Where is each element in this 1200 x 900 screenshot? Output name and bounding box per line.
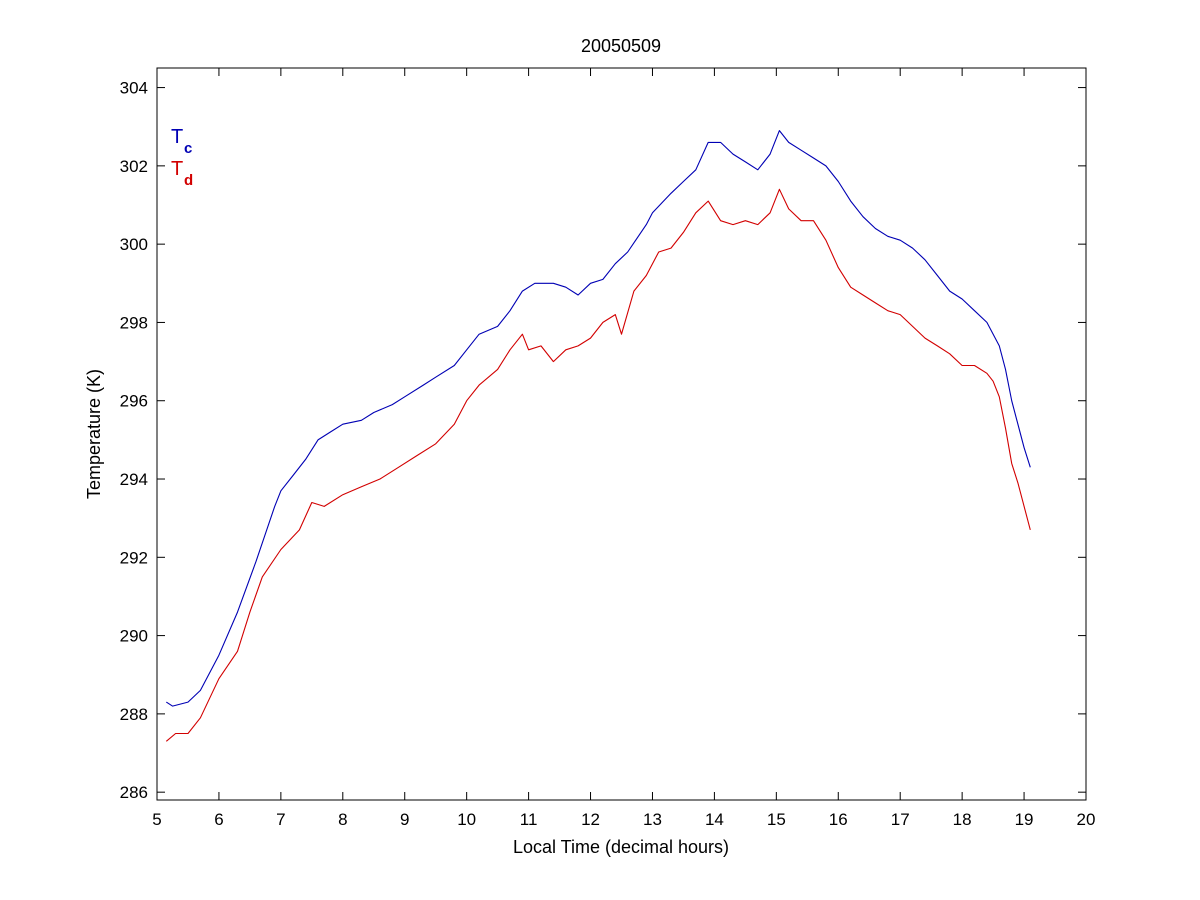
- x-tick-label: 5: [152, 810, 161, 829]
- series-line-tc: [166, 130, 1031, 707]
- series-line-td: [165, 188, 1031, 742]
- x-tick-label: 18: [953, 810, 972, 829]
- legend-subscript-td: d: [184, 172, 193, 189]
- legend-label-tc: T: [171, 126, 183, 148]
- x-tick-label: 11: [520, 810, 538, 829]
- plot-area-frame: [156, 67, 1087, 801]
- y-tick-label: 296: [120, 392, 148, 411]
- x-tick-label: 8: [338, 810, 347, 829]
- x-tick-label: 12: [581, 810, 600, 829]
- x-tick-label: 13: [643, 810, 662, 829]
- y-tick-label: 292: [120, 548, 148, 567]
- x-tick-label: 9: [400, 810, 409, 829]
- x-tick-label: 10: [457, 810, 476, 829]
- x-tick-label: 15: [767, 810, 786, 829]
- x-tick-label: 17: [891, 810, 910, 829]
- y-axis: 286 288 290 292 294 296 298 300 302 304: [120, 79, 1086, 802]
- x-axis: 5 6 7 8 9 10 11 12 13 14 15 16 17 18 19 20: [152, 68, 1095, 829]
- y-tick-label: 298: [120, 313, 148, 332]
- x-tick-label: 20: [1077, 810, 1096, 829]
- x-axis-title: Local Time (decimal hours): [513, 837, 729, 857]
- legend-label-td: T: [171, 158, 183, 180]
- legend-subscript-tc: c: [184, 140, 192, 157]
- y-tick-label: 302: [120, 157, 148, 176]
- chart-title: 20050509: [581, 36, 661, 56]
- y-tick-label: 304: [120, 79, 148, 98]
- series-layer: [165, 130, 1031, 742]
- x-tick-label: 7: [276, 810, 285, 829]
- x-tick-label: 14: [705, 810, 724, 829]
- y-tick-label: 288: [120, 705, 148, 724]
- x-tick-label: 19: [1015, 810, 1034, 829]
- y-axis-title: Temperature (K): [84, 369, 104, 499]
- x-tick-label: 6: [214, 810, 223, 829]
- x-tick-label: 16: [829, 810, 848, 829]
- y-tick-label: 286: [120, 783, 148, 802]
- y-tick-label: 294: [120, 470, 148, 489]
- y-tick-label: 290: [120, 627, 148, 646]
- y-tick-label: 300: [120, 235, 148, 254]
